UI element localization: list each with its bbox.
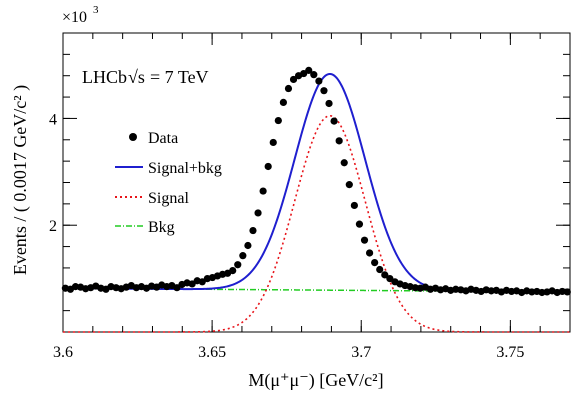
data-point xyxy=(274,116,282,125)
x-tick-label: 3.7 xyxy=(351,344,371,361)
data-point xyxy=(264,162,272,171)
data-point xyxy=(360,236,369,244)
legend-label-bkg: Bkg xyxy=(148,219,175,236)
y-tick-label: 4 xyxy=(49,111,57,128)
data-point xyxy=(355,220,364,228)
legend-label-data: Data xyxy=(148,130,178,147)
data-point xyxy=(310,71,318,79)
x-tick-label: 3.6 xyxy=(53,344,73,361)
y-axis-label: Events / ( 0.0017 GeV/c² ) xyxy=(10,85,31,275)
data-point xyxy=(563,288,571,296)
legend: Data Signal+bkg Signal Bkg xyxy=(115,130,222,236)
data-point xyxy=(340,159,348,167)
x-tick-label: 3.75 xyxy=(496,344,524,361)
data-point xyxy=(289,75,298,84)
x-tick-label: 3.65 xyxy=(198,344,226,361)
data-point xyxy=(330,117,338,125)
data-point xyxy=(284,84,293,93)
data-point xyxy=(381,271,389,279)
y-exponent-power: 3 xyxy=(93,4,99,16)
data-point xyxy=(325,99,333,108)
data-point xyxy=(376,265,384,274)
legend-label-signal: Signal xyxy=(148,190,189,207)
legend-label-signal-bkg: Signal+bkg xyxy=(148,160,222,177)
data-point xyxy=(350,201,358,210)
x-axis-label: M(μ⁺μ⁻) [GeV/c²] xyxy=(248,370,383,391)
data-point xyxy=(335,137,343,145)
data-point xyxy=(229,266,237,275)
signal-bkg-curve xyxy=(62,72,571,293)
data-point xyxy=(269,138,277,147)
data-point xyxy=(279,98,287,107)
energy-label: = 7 TeV xyxy=(150,67,209,87)
data-point xyxy=(259,187,267,195)
y-exponent-label: ×10 xyxy=(62,9,87,26)
y-tick-label: 2 xyxy=(49,218,57,235)
data-point xyxy=(249,226,257,235)
data-point xyxy=(371,258,379,267)
data-point xyxy=(254,209,262,217)
legend-marker-data xyxy=(129,133,137,141)
data-point xyxy=(320,87,328,95)
data-point xyxy=(234,261,242,269)
data-point xyxy=(305,66,313,74)
data-point xyxy=(244,241,252,250)
experiment-label: LHCb xyxy=(82,67,127,87)
data-point xyxy=(315,77,323,85)
signal-curve xyxy=(63,114,570,333)
sqrt-s-symbol: √s xyxy=(128,67,145,87)
data-point xyxy=(345,181,353,189)
data-point xyxy=(365,249,374,257)
data-point xyxy=(239,252,247,260)
